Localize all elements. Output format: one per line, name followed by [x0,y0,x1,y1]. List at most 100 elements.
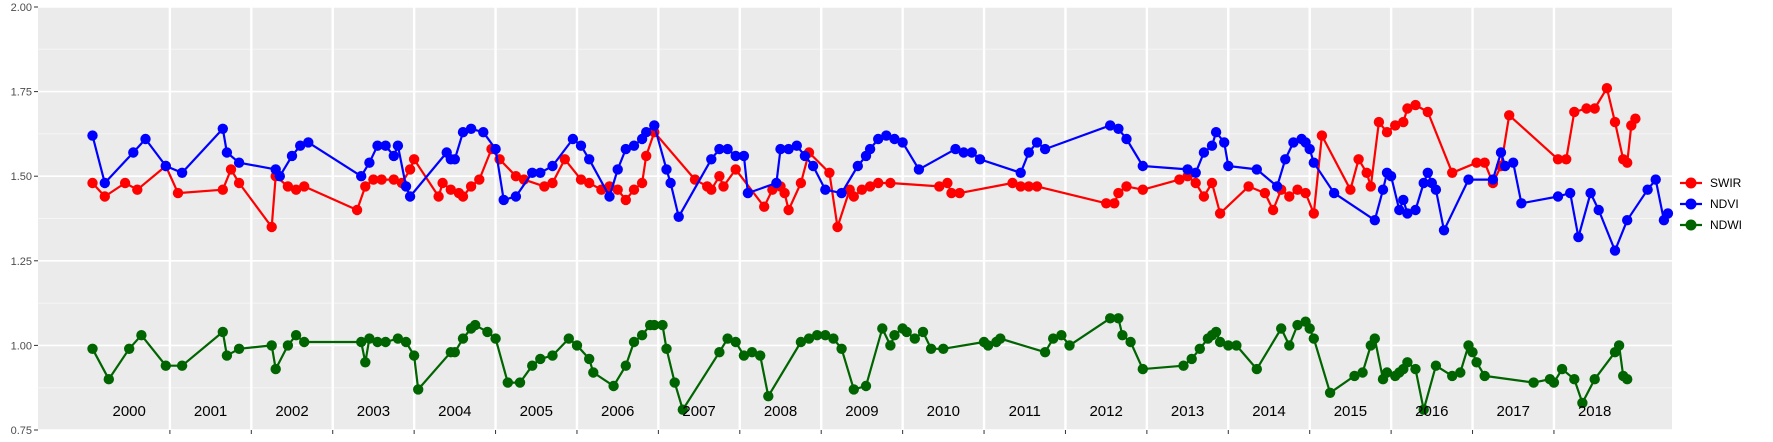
data-point-swir [885,177,896,189]
data-point-ndwi [620,360,631,371]
data-point-ndvi [1422,167,1434,178]
data-point-swir [376,174,387,185]
data-point-ndvi [1304,143,1315,155]
data-point-swir [172,187,184,199]
data-point-ndwi [1381,367,1393,378]
data-point-swir [408,154,420,165]
y-tick-label: 1.75 [11,87,32,99]
data-point-swir [1308,208,1320,219]
major-gridlines [38,6,1672,431]
data-point-ndvi [1223,160,1234,172]
data-point-ndwi [124,343,135,354]
data-point-swir [433,191,444,202]
y-tick-label: 0.75 [11,425,32,437]
data-point-ndvi [1622,215,1633,226]
data-point-ndvi [836,187,847,199]
data-point-ndwi [413,384,424,395]
data-point-ndvi [1206,140,1218,151]
data-point-ndwi [1178,360,1189,371]
data-point-ndwi [217,326,228,338]
data-point-ndwi [860,380,872,392]
data-point-swir [404,164,416,175]
data-point-swir [1390,120,1401,131]
data-point-ndvi [128,147,139,158]
data-point-ndvi [1121,133,1132,145]
data-point-swir [1174,174,1185,185]
data-point-ndwi [901,326,912,338]
data-point-swir [832,221,843,233]
data-point-ndvi [176,167,188,178]
data-point-swir [864,181,876,192]
data-point-ndwi [1577,397,1588,409]
data-point-ndwi [836,343,847,354]
year-label: 2009 [845,403,878,420]
data-point-ndvi [722,143,733,155]
data-point-swir [1601,83,1613,94]
data-point-ndvi [799,150,811,162]
data-point-swir [1479,157,1490,168]
data-point-ndwi [661,343,672,354]
data-point-swir [714,171,725,182]
data-point-ndwi [221,350,233,361]
data-point-swir [584,177,595,189]
data-point-ndvi [783,143,794,155]
data-point-swir [547,177,558,189]
data-point-swir [1113,187,1124,199]
legend: SWIR NDVI NDWI [1680,176,1742,232]
data-point-ndwi [400,336,412,348]
data-point-ndvi [99,177,111,189]
data-point-swir [1292,184,1303,195]
data-point-swir [1410,99,1421,111]
data-point-ndvi [852,160,863,172]
data-point-swir [620,194,631,206]
data-point-ndvi [620,143,631,155]
data-point-ndvi [1438,225,1450,236]
data-point-ndvi [706,154,717,165]
data-point-ndvi [295,140,306,151]
data-point-ndvi [665,177,676,189]
data-point-swir [87,177,98,189]
data-point-ndwi [233,343,245,354]
data-point-ndvi [889,133,900,145]
data-point-ndvi [380,140,391,151]
data-point-ndvi [1280,154,1291,165]
data-point-swir [1267,204,1279,216]
data-point-swir [217,184,228,195]
data-point-ndwi [649,319,660,331]
y-tick-label: 1.25 [11,256,32,268]
year-label: 2016 [1415,403,1448,420]
data-point-swir [1561,154,1572,165]
data-point-swir [233,177,245,189]
data-point-ndwi [588,367,599,378]
data-point-ndvi [1394,204,1405,216]
data-point-swir [510,171,522,182]
year-label: 2018 [1578,403,1611,420]
data-point-swir [1402,103,1413,114]
data-point-ndvi [478,127,489,138]
data-point-ndvi [714,143,725,155]
data-point-ndwi [1471,357,1482,368]
data-point-ndvi [1023,147,1034,158]
data-point-ndvi [738,150,750,162]
data-point-ndvi [1219,137,1230,148]
data-point-swir [1007,177,1018,189]
data-point-swir [360,181,371,192]
data-point-ndwi [714,347,725,358]
data-point-ndwi [1231,340,1242,351]
data-point-ndvi [1585,187,1596,199]
data-point-swir [1023,181,1034,192]
data-point-swir [873,177,884,189]
data-point-ndwi [380,336,391,348]
data-point-ndvi [575,140,587,151]
data-point-ndvi [1418,177,1429,189]
data-point-ndwi [1556,363,1568,375]
data-point-ndwi [1214,336,1226,348]
data-point-ndwi [1113,313,1124,324]
data-point-swir [1190,177,1201,189]
data-point-ndwi [299,336,310,348]
data-point-ndwi [547,350,558,361]
data-point-ndwi [490,333,501,344]
data-point-swir [465,181,477,192]
data-point-swir [1137,184,1149,195]
data-point-ndvi [897,137,908,148]
